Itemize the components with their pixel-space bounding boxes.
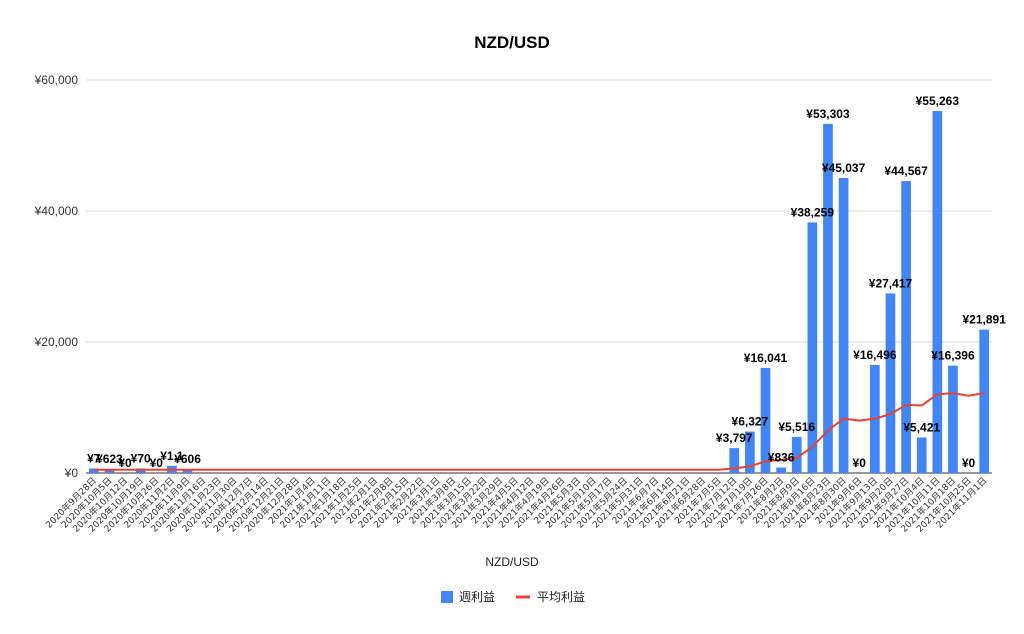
bar <box>729 448 740 473</box>
bar <box>916 437 927 473</box>
y-tick-label: ¥60,000 <box>34 73 79 87</box>
data-label: ¥836 <box>768 451 795 465</box>
x-axis: 2020年9月28日2020年10月5日2020年10月12日2020年10月1… <box>43 475 989 535</box>
data-label: ¥0 <box>962 456 976 470</box>
data-label: ¥16,396 <box>931 349 975 363</box>
data-label: ¥3,797 <box>716 431 753 445</box>
bar <box>760 367 771 473</box>
bar <box>776 467 786 473</box>
legend-label: 平均利益 <box>537 590 585 604</box>
legend-label: 週利益 <box>459 590 495 604</box>
chart-title: NZD/USD <box>474 33 550 52</box>
data-label: ¥38,259 <box>791 205 835 219</box>
data-label: ¥0 <box>150 456 164 470</box>
x-axis-title: NZD/USD <box>485 555 539 569</box>
bar <box>948 365 958 473</box>
gridlines <box>86 79 992 474</box>
data-label: ¥44,567 <box>884 164 928 178</box>
bar <box>88 468 99 473</box>
bar <box>182 469 193 473</box>
data-label: ¥606 <box>174 452 201 466</box>
bar <box>135 468 146 473</box>
bar <box>807 222 818 473</box>
data-label: ¥0 <box>118 456 132 470</box>
average-series-line <box>93 392 985 471</box>
legend: 週利益 平均利益 <box>441 590 585 604</box>
y-tick-label: ¥40,000 <box>34 204 79 218</box>
y-tick-label: ¥0 <box>64 466 79 480</box>
data-label: ¥7 <box>87 451 101 465</box>
data-label: ¥45,037 <box>822 161 866 175</box>
data-label: ¥6,327 <box>732 415 769 429</box>
average-line <box>93 392 985 471</box>
bar <box>885 293 896 473</box>
bar <box>823 123 833 473</box>
data-label: ¥623 <box>96 452 123 466</box>
legend-swatch-bar <box>441 591 453 603</box>
bar <box>745 431 755 473</box>
data-label: ¥16,041 <box>744 351 788 365</box>
bar <box>104 468 115 473</box>
data-label: ¥16,496 <box>853 348 897 362</box>
data-labels: ¥7¥623¥0¥70¥0¥1,1¥606¥3,797¥6,327¥16,041… <box>87 94 1006 470</box>
y-tick-label: ¥20,000 <box>34 335 79 349</box>
y-axis: ¥0 ¥20,000 ¥40,000 ¥60,000 <box>34 73 79 480</box>
data-label: ¥1,1 <box>160 449 184 463</box>
data-label: ¥5,421 <box>903 420 940 434</box>
data-label: ¥27,417 <box>869 276 913 290</box>
data-label: ¥53,303 <box>806 107 850 121</box>
data-label: ¥70 <box>131 451 151 465</box>
bar <box>932 111 943 474</box>
data-label: ¥0 <box>853 456 867 470</box>
data-label: ¥5,516 <box>778 420 815 434</box>
bar <box>901 181 911 473</box>
data-label: ¥55,263 <box>916 94 960 108</box>
bar <box>979 329 990 473</box>
bar <box>791 436 802 473</box>
data-label: ¥21,891 <box>962 313 1006 327</box>
bar <box>838 178 849 474</box>
